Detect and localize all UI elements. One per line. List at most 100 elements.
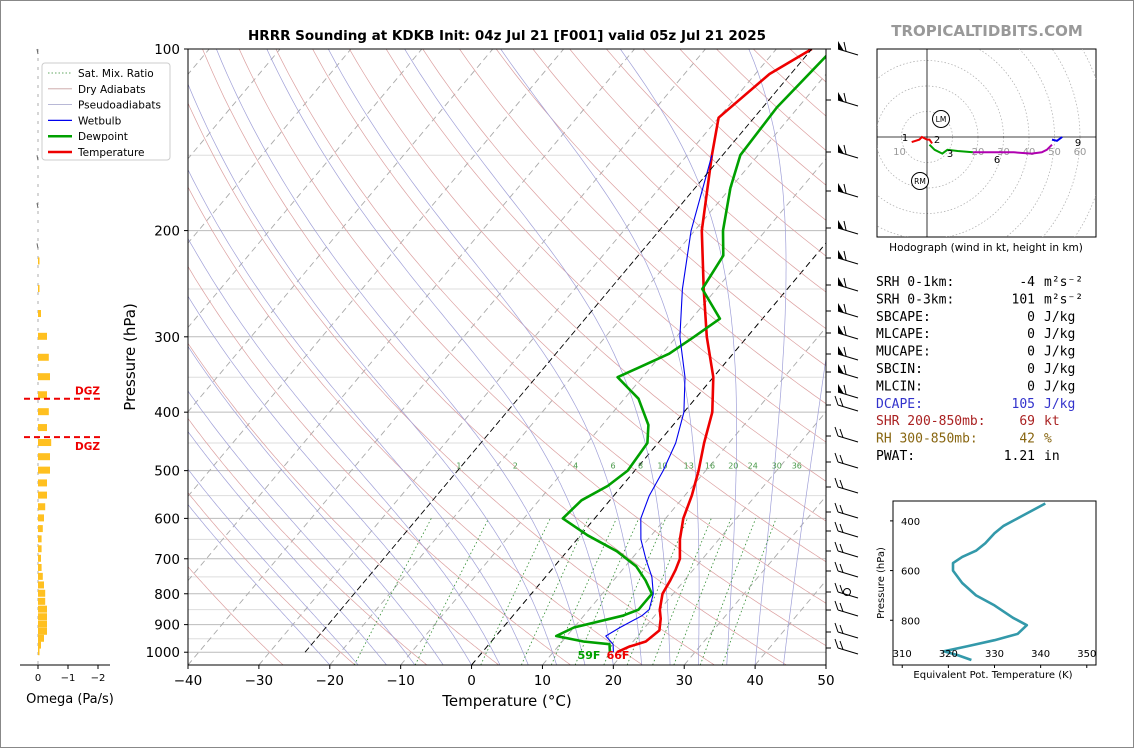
- omega-bar: [38, 535, 42, 543]
- wind-barb: [834, 622, 859, 639]
- isotherm-line: [329, 73, 826, 665]
- barb-flag: [839, 602, 844, 612]
- index-label: MLCIN:: [876, 379, 923, 394]
- omega-bar: [38, 373, 50, 381]
- omega-tick-label: 0: [35, 673, 41, 684]
- barb-flag: [834, 477, 839, 488]
- omega-bar: [38, 525, 43, 533]
- barb-flag: [839, 640, 844, 650]
- theta-e-ylabel: Pressure (hPa): [876, 547, 887, 619]
- isotherm-line: [188, 49, 494, 413]
- wind-barb: [837, 92, 859, 107]
- skewt-ylabel: Pressure (hPa): [121, 303, 139, 411]
- temp-tick-label: 30: [676, 673, 693, 689]
- profile-temperature: [616, 49, 813, 654]
- index-label: PWAT:: [876, 449, 915, 464]
- hodograph-trace: [972, 143, 1053, 155]
- skewt-xlabel: Temperature (°C): [441, 692, 571, 710]
- omega-bar: [38, 285, 40, 293]
- hodograph-trace: [1051, 136, 1063, 142]
- barb-flag: [843, 346, 847, 357]
- theta-e-plot: 310 320 330 340 350 400 600 800: [890, 502, 1096, 668]
- theta-e-frame: [892, 500, 1097, 666]
- parcel-path: [304, 49, 813, 653]
- pressure-tick-label: 800: [154, 587, 180, 603]
- index-label: MLCAPE:: [876, 327, 931, 342]
- barb-flag: [843, 277, 847, 288]
- indices-table: SRH 0-1km: -4 m²s⁻² SRH 0-3km: 101 m²s⁻² SBCAP…: [876, 275, 1083, 464]
- theta-e-trace: [942, 502, 1046, 662]
- temp-tick-label: 40: [747, 673, 764, 689]
- index-unit: m²s⁻²: [1044, 275, 1083, 290]
- index-value: 0: [1027, 379, 1035, 394]
- isotherm-line: [258, 49, 777, 665]
- dry-adiabat: [188, 342, 499, 665]
- omega-bar: [38, 479, 47, 487]
- barb-pennant: [838, 364, 844, 374]
- index-value: 42: [1019, 432, 1035, 447]
- barb-pennant: [838, 346, 844, 356]
- theta-e-xtick-label: 350: [1077, 649, 1096, 660]
- mixing-ratio-label: 10: [657, 462, 667, 471]
- index-unit: J/kg: [1044, 310, 1075, 325]
- barb-flag: [839, 543, 844, 553]
- theta-e-xtick-label: 340: [1031, 649, 1050, 660]
- barb-flag: [834, 582, 839, 593]
- index-value: 1.21: [1004, 449, 1035, 464]
- index-label: SRH 0-3km:: [876, 292, 954, 307]
- barb-flag: [843, 303, 847, 314]
- dry-adiabat: [188, 102, 715, 665]
- omega-marker: [36, 48, 39, 55]
- pseudoadiabat: [188, 431, 387, 665]
- omega-bar: [38, 620, 47, 628]
- wind-barb: [837, 303, 859, 318]
- wind-barb: [834, 521, 859, 538]
- barb-pennant: [838, 303, 844, 313]
- mixing-ratio-label: 36: [792, 462, 802, 471]
- pressure-tick-label: 1000: [146, 645, 180, 661]
- mixing-ratio-label: 6: [611, 462, 616, 471]
- pseudoadiabat: [188, 295, 472, 665]
- dry-adiabat: [188, 186, 643, 665]
- isotherm-line: [188, 49, 565, 497]
- omega-bar: [38, 627, 47, 635]
- barb-staff: [837, 631, 859, 639]
- index-value: 0: [1027, 362, 1035, 377]
- barb-staff: [837, 511, 859, 519]
- index-label: SBCIN:: [876, 362, 923, 377]
- dry-adiabat: [349, 49, 826, 522]
- omega-bar: [38, 563, 42, 571]
- wind-barb: [837, 384, 859, 399]
- barb-flag: [843, 144, 847, 155]
- dry-adiabat: [188, 492, 356, 665]
- pressure-tick-label: 300: [154, 330, 180, 346]
- index-unit: J/kg: [1044, 362, 1075, 377]
- omega-bar: [38, 391, 47, 399]
- hodograph-caption: Hodograph (wind in kt, height in km): [889, 242, 1083, 254]
- pseudoadiabat: [783, 355, 826, 665]
- pseudoadiabat: [188, 468, 359, 665]
- mixing-ratio-label: 1: [456, 462, 461, 471]
- barb-pennant: [838, 183, 844, 193]
- hodograph-ring-label: 60: [1074, 147, 1087, 158]
- temp-tick-label: −20: [316, 673, 345, 689]
- hodograph-height-label: 1: [902, 133, 908, 144]
- barb-flag: [834, 452, 839, 463]
- omega-bar: [38, 641, 41, 649]
- omega-bar: [38, 605, 47, 613]
- barb-flag: [839, 523, 844, 533]
- dry-adiabat: [312, 49, 826, 563]
- pseudoadiabat: [748, 49, 787, 665]
- theta-e-xtick-label: 320: [939, 649, 958, 660]
- index-value: 0: [1027, 327, 1035, 342]
- mixing-ratio-label: 30: [772, 462, 782, 471]
- barb-flag: [839, 454, 844, 464]
- index-unit: J/kg: [1044, 327, 1075, 342]
- omega-bar: [38, 554, 41, 562]
- omega-tick-label: −2: [91, 673, 106, 684]
- legend-label: Pseudoadiabats: [78, 100, 161, 112]
- hodograph-height-label: 3: [947, 149, 953, 160]
- pressure-tick-label: 100: [154, 42, 180, 58]
- theta-e-ytick-label: 600: [901, 567, 920, 578]
